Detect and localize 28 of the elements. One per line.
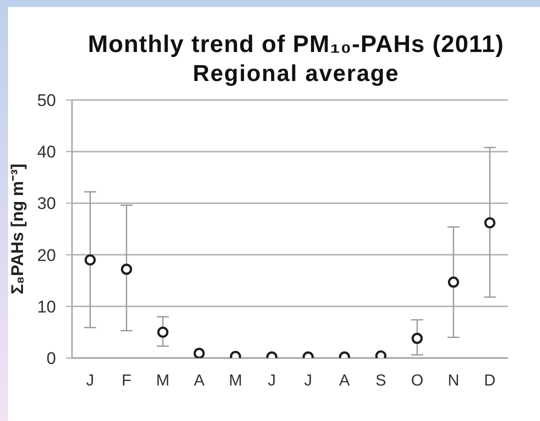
point	[157, 326, 168, 338]
x-tick-label: J	[86, 372, 94, 390]
chart-subtitle: Regional average	[192, 59, 400, 87]
x-tick-label: D	[484, 372, 496, 390]
chart-title: Monthly trend of PM₁₀-PAHs (2011)	[86, 31, 506, 59]
x-tick-label: A	[339, 372, 350, 390]
y-axis-title: Σ₈PAHs [ng m⁻³]	[8, 164, 28, 294]
y-tick-label: 50	[37, 91, 56, 110]
y-tick-label: 20	[37, 246, 56, 265]
point	[412, 332, 423, 344]
point	[448, 276, 460, 288]
x-tick-label: A	[194, 372, 205, 390]
point	[484, 217, 496, 228]
y-tick-label: 10	[37, 297, 56, 316]
x-tick-label: J	[268, 372, 276, 390]
y-tick-label: 30	[37, 194, 56, 214]
x-tick-label: M	[228, 372, 242, 390]
point	[194, 348, 205, 358]
x-tick-label: J	[304, 372, 312, 390]
y-tick-label: 0	[46, 349, 56, 368]
x-tick-label: M	[156, 372, 170, 390]
x-tick-label: F	[122, 372, 132, 390]
y-tick-label: 40	[37, 142, 56, 162]
point	[120, 264, 132, 275]
x-tick-label: N	[448, 372, 460, 390]
point	[84, 254, 96, 266]
x-tick-label: O	[410, 372, 424, 390]
x-tick-label: S	[375, 372, 386, 390]
